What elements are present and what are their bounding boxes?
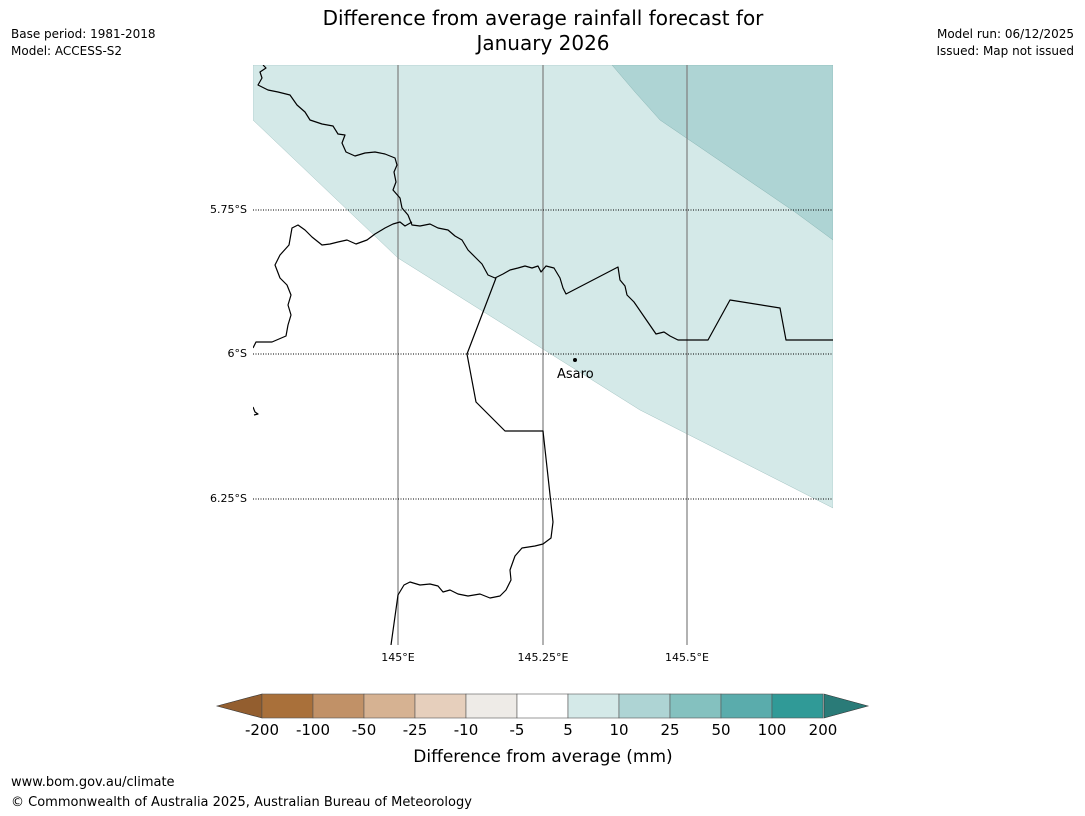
colorbar-tick-label: 100	[758, 721, 787, 739]
colorbar-tick-label: 50	[711, 721, 730, 739]
colorbar-segments	[261, 693, 824, 719]
map-area: Asaro	[253, 65, 833, 645]
colorbar-segment	[261, 693, 314, 719]
model-run: Model run: 06/12/2025	[936, 27, 1074, 41]
colorbar-segment	[516, 693, 569, 719]
lat-label-5-75: 5.75°S	[210, 203, 247, 216]
colorbar-tick-label: -5	[510, 721, 525, 739]
lat-label-6: 6°S	[228, 347, 247, 360]
colorbar-tick-label: -10	[454, 721, 479, 739]
colorbar-tick-label: -25	[403, 721, 428, 739]
base-info: Base period: 1981-2018 Model: ACCESS-S2	[11, 26, 156, 60]
colorbar-segment	[720, 693, 773, 719]
colorbar-ticks: -200 -100 -50 -25 -10 -5 5 10 25 50 100 200	[245, 721, 837, 739]
footer-copyright: © Commonwealth of Australia 2025, Austra…	[11, 795, 472, 810]
footer-url: www.bom.gov.au/climate	[11, 775, 175, 790]
rainfall-band-medium	[611, 65, 833, 241]
map-title: Difference from average rainfall forecas…	[243, 6, 843, 56]
colorbar-segment	[465, 693, 518, 719]
colorbar-segment	[771, 693, 824, 719]
colorbar-tick-label: -200	[245, 721, 279, 739]
colorbar-over-arrow	[823, 693, 870, 719]
lon-label-145-5: 145.5°E	[665, 651, 709, 664]
issued-status: Issued: Map not issued	[936, 44, 1074, 58]
colorbar-tick-label: 10	[609, 721, 628, 739]
colorbar-segment	[567, 693, 620, 719]
colorbar-segment	[618, 693, 671, 719]
lat-label-6-25: 6.25°S	[210, 492, 247, 505]
model-name: Model: ACCESS-S2	[11, 44, 123, 58]
colorbar: -200 -100 -50 -25 -10 -5 5 10 25 50 100 200 Differe…	[215, 693, 870, 767]
run-info: Model run: 06/12/2025 Issued: Map not is…	[936, 26, 1074, 60]
colorbar-segment	[669, 693, 722, 719]
asaro-marker	[573, 358, 577, 362]
colorbar-segment	[363, 693, 416, 719]
title-line-1: Difference from average rainfall forecas…	[322, 6, 764, 30]
lon-label-145: 145°E	[381, 651, 414, 664]
colorbar-tick-label: -100	[296, 721, 330, 739]
western-border	[253, 221, 413, 349]
colorbar-tick-label: 25	[660, 721, 679, 739]
colorbar-title: Difference from average (mm)	[413, 747, 672, 767]
colorbar-tick-label: 5	[563, 721, 573, 739]
colorbar-tick-label: -50	[352, 721, 377, 739]
title-line-2: January 2026	[476, 31, 610, 55]
asaro-label: Asaro	[557, 367, 594, 382]
colorbar-segment	[414, 693, 467, 719]
province-borders	[253, 65, 833, 645]
colorbar-tick-label: 200	[809, 721, 838, 739]
base-period: Base period: 1981-2018	[11, 27, 156, 41]
lon-label-145-25: 145.25°E	[518, 651, 569, 664]
colorbar-under-arrow	[215, 693, 263, 719]
coast-fragment	[253, 406, 259, 416]
colorbar-segment	[312, 693, 365, 719]
southern-border	[390, 277, 554, 645]
northern-border	[257, 65, 833, 341]
